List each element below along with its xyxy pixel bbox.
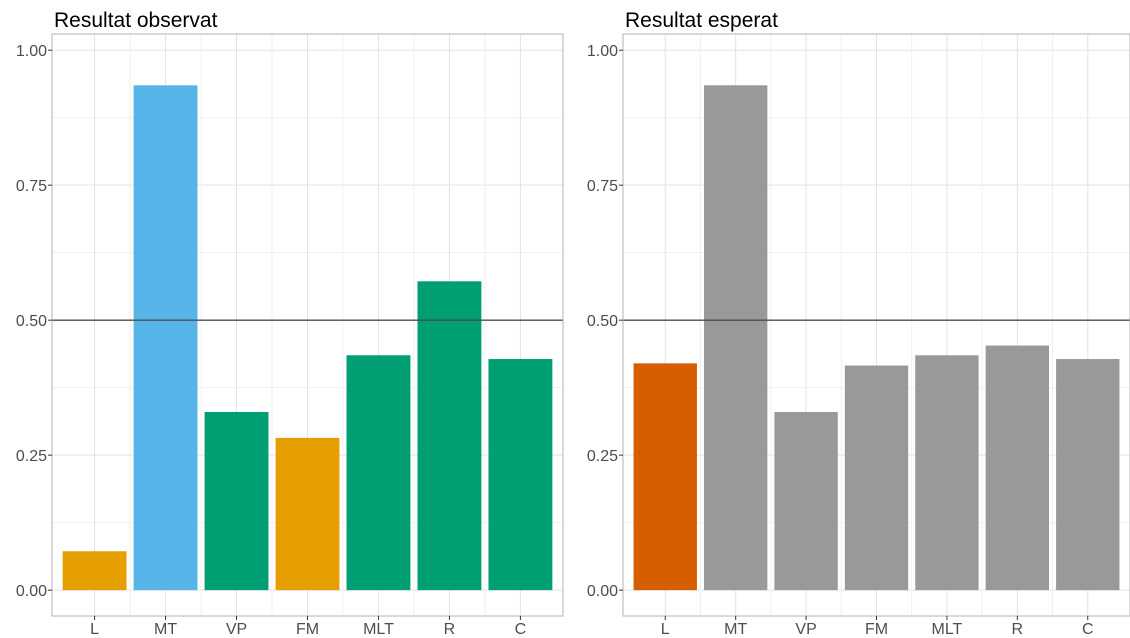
- bar-mt: [703, 85, 768, 591]
- x-tick-label: MLT: [932, 621, 963, 638]
- x-tick-label: R: [1012, 621, 1024, 638]
- x-tick-label: L: [661, 621, 670, 638]
- x-tick-label: R: [444, 621, 456, 638]
- y-tick-label: 0.50: [587, 313, 618, 330]
- bar-l: [62, 551, 127, 591]
- x-tick-label: VP: [226, 621, 247, 638]
- bar-mlt: [915, 355, 979, 591]
- y-tick-label: 0.00: [587, 583, 618, 600]
- x-tick-label: FM: [865, 621, 888, 638]
- y-tick-label: 0.00: [16, 583, 47, 600]
- bar-r: [985, 345, 1050, 591]
- x-tick-label: MT: [724, 621, 747, 638]
- bar-c: [1056, 359, 1120, 591]
- y-tick-label: 0.25: [587, 448, 618, 465]
- panel-title: Resultat esperat: [625, 9, 778, 32]
- bar-mlt: [346, 355, 411, 591]
- bar-fm: [844, 365, 909, 591]
- bar-l: [633, 363, 697, 591]
- y-tick-label: 0.25: [16, 448, 47, 465]
- bar-vp: [204, 411, 269, 591]
- x-tick-label: MT: [154, 621, 177, 638]
- x-tick-label: L: [90, 621, 99, 638]
- panel-title: Resultat observat: [54, 9, 218, 32]
- x-tick-label: VP: [795, 621, 816, 638]
- x-tick-label: C: [515, 621, 527, 638]
- y-tick-label: 1.00: [16, 43, 47, 60]
- y-tick-label: 1.00: [587, 43, 618, 60]
- panel-expected: Resultat esperat 0.00 0.25 0.50 0.75 1.00 L MT…: [587, 9, 1130, 638]
- bar-r: [417, 281, 482, 591]
- x-tick-label: FM: [296, 621, 319, 638]
- bar-mt: [133, 85, 198, 591]
- bar-vp: [774, 411, 838, 591]
- bar-c: [488, 359, 553, 591]
- y-tick-label: 0.75: [16, 178, 47, 195]
- x-tick-label: C: [1082, 621, 1094, 638]
- y-tick-label: 0.75: [587, 178, 618, 195]
- y-tick-label: 0.50: [16, 313, 47, 330]
- x-tick-label: MLT: [363, 621, 394, 638]
- panel-observed: Resultat observat 0.00 0.25 0.50 0.75 1.00 L M…: [16, 9, 564, 638]
- bar-fm: [275, 437, 340, 591]
